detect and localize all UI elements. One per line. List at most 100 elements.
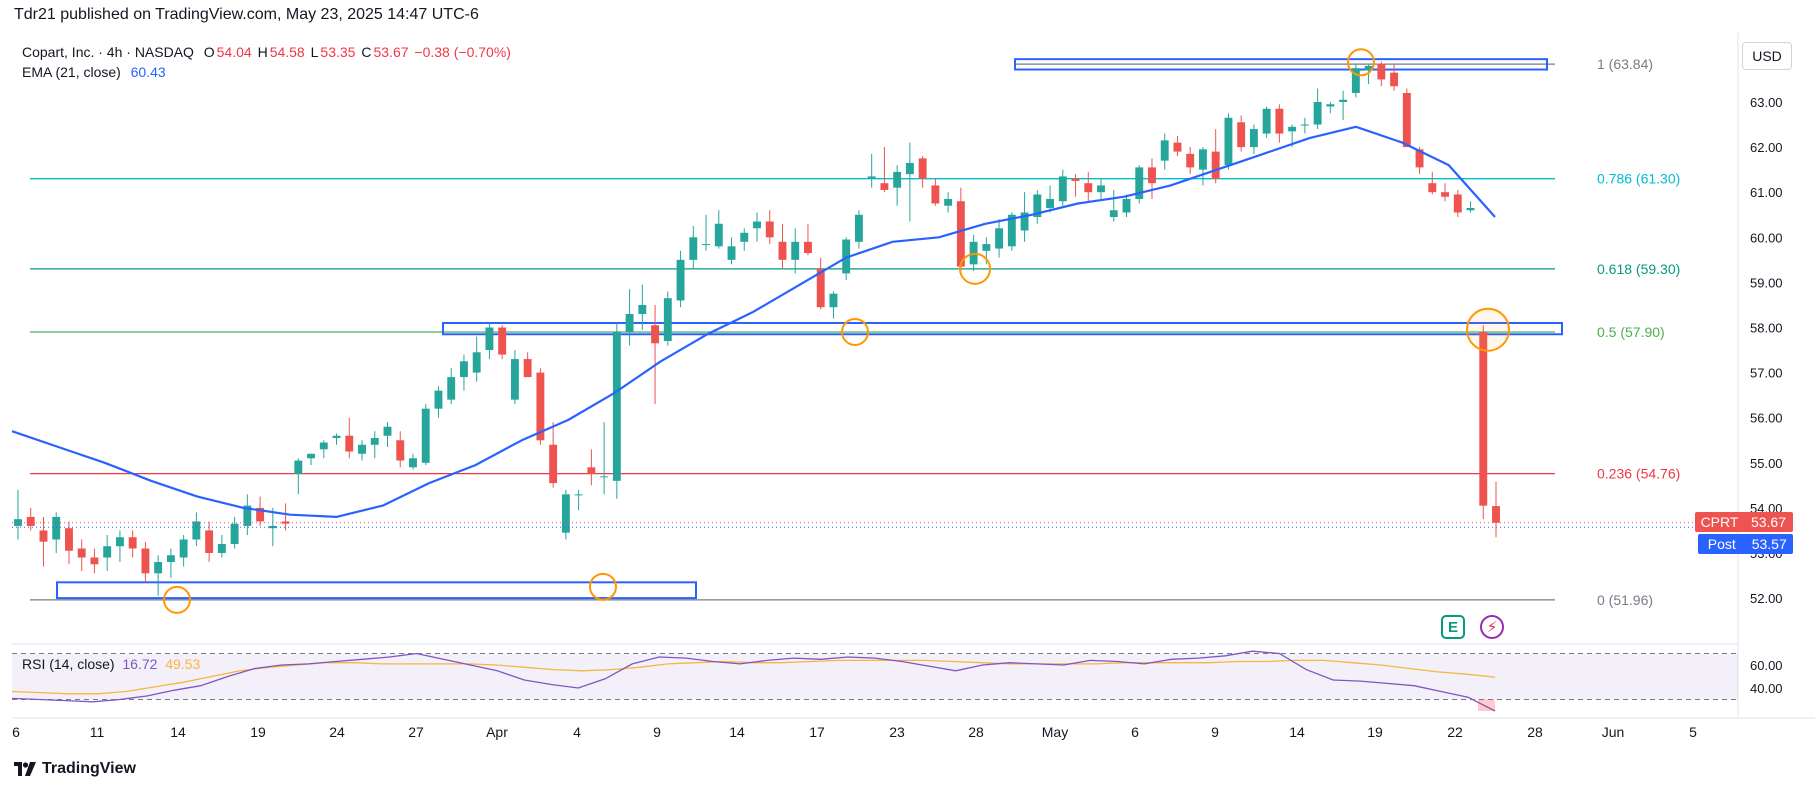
earnings-icon[interactable]: E <box>1441 615 1465 639</box>
price-tag-value: 53.67 <box>1750 514 1787 530</box>
rsi-y-tick-label: 60.00 <box>1750 658 1783 673</box>
candle-body <box>1492 506 1500 523</box>
candle-body <box>103 546 112 558</box>
x-tick-label: 19 <box>250 724 266 740</box>
candle-body <box>383 426 392 436</box>
rsi-y-tick-label: 40.00 <box>1750 681 1783 696</box>
candle-body <box>498 327 507 355</box>
x-tick-label: 27 <box>408 724 424 740</box>
candle-body <box>281 521 290 524</box>
high-value: 54.58 <box>269 44 305 60</box>
candle-body <box>676 259 685 301</box>
rsi-label: RSI (14, close) <box>22 656 115 672</box>
candle-body <box>128 537 137 549</box>
candle-body <box>370 437 379 445</box>
candle-body <box>651 325 660 344</box>
candle-body <box>294 460 303 475</box>
price-tag-ticker: CPRT <box>1700 514 1739 530</box>
candle-body <box>1288 126 1297 132</box>
candle-body <box>115 537 124 547</box>
candle-body <box>995 228 1004 249</box>
candle-body <box>1198 149 1207 170</box>
candle-body <box>702 244 710 246</box>
candle-body <box>791 241 800 260</box>
x-tick-label: 28 <box>968 724 984 740</box>
ema-label: EMA (21, close) <box>22 64 121 80</box>
rsi-legend: RSI (14, close) 16.72 49.53 <box>22 656 200 672</box>
highlight-circle <box>163 585 191 614</box>
candle-body <box>536 372 545 441</box>
candle-body <box>154 562 163 574</box>
candle-body <box>1160 140 1169 161</box>
fib-level-label: 0.236 (54.76) <box>1597 466 1680 482</box>
candle-body <box>612 332 621 481</box>
dividends-icon[interactable]: ⚡ <box>1480 615 1504 639</box>
x-tick-label: 14 <box>170 724 186 740</box>
high-label: H <box>257 44 268 60</box>
candle-body <box>689 237 698 260</box>
candle-body <box>931 185 940 204</box>
candle-body <box>166 555 175 563</box>
candle-body <box>1020 212 1029 231</box>
close-value: 53.67 <box>373 44 409 60</box>
fib-level-label: 0.618 (59.30) <box>1597 261 1680 277</box>
candle-body <box>625 313 634 333</box>
candle-body <box>90 557 99 565</box>
open-label: O <box>203 44 215 60</box>
x-tick-label: 17 <box>809 724 825 740</box>
candle-body <box>1441 192 1449 197</box>
highlight-circle <box>1466 307 1510 352</box>
x-tick-label: 28 <box>1527 724 1543 740</box>
x-tick-label: 9 <box>1211 724 1219 740</box>
axes: 63.00 62.00 61.00 60.00 59.00 58.00 57.00 56.00… <box>12 95 1782 740</box>
y-tick-label: 63.00 <box>1750 95 1783 110</box>
ema-line <box>11 125 1496 518</box>
rsi-band-fill <box>12 653 1738 700</box>
y-tick-label: 62.00 <box>1750 140 1783 155</box>
candle-body <box>1122 198 1131 213</box>
highlight-circle <box>589 572 617 601</box>
candle-body <box>1135 167 1144 199</box>
y-tick-label: 56.00 <box>1750 411 1783 426</box>
chart-grid <box>12 32 1815 719</box>
candle-body <box>510 359 519 400</box>
x-tick-label: 23 <box>889 724 905 740</box>
open-value: 54.04 <box>216 44 252 60</box>
x-tick-label: 24 <box>329 724 345 740</box>
publisher-header: Tdr21 published on TradingView.com, May … <box>14 6 479 23</box>
candle-body <box>523 359 532 378</box>
candle-body <box>459 361 468 378</box>
x-tick-label: 19 <box>1367 724 1383 740</box>
footer-brand[interactable]: TradingView <box>42 760 136 777</box>
candle-body <box>1224 117 1233 166</box>
candle-body <box>587 467 596 475</box>
candle-body <box>358 444 366 454</box>
candle-body <box>1326 104 1335 107</box>
post-value: 53.57 <box>1751 536 1787 552</box>
candle-body <box>1211 151 1220 179</box>
candle-body <box>1453 194 1462 213</box>
y-tick-label: 58.00 <box>1750 321 1783 336</box>
currency-button[interactable]: USD <box>1742 42 1792 70</box>
candle-body <box>956 201 965 267</box>
candle-body <box>77 548 86 558</box>
x-tick-label: 11 <box>90 724 105 740</box>
candle-body <box>1109 210 1118 218</box>
symbol-legend: Copart, Inc. · 4h · NASDAQ O 54.04 H 54.58… <box>22 44 513 60</box>
rsi-oversold-fill <box>1478 699 1495 711</box>
candle-body <box>192 521 201 540</box>
candle-body <box>740 232 749 242</box>
x-tick-label: 14 <box>729 724 745 740</box>
candle-body <box>1339 99 1348 102</box>
candle-body <box>804 241 812 254</box>
candle-body <box>434 390 443 409</box>
x-tick-label: 14 <box>1289 724 1305 740</box>
candle-body <box>1046 198 1055 208</box>
candle-body <box>1390 72 1399 87</box>
candle-body <box>472 352 481 373</box>
candle-body <box>816 268 825 308</box>
candle-body <box>854 214 863 242</box>
candle-body <box>1173 142 1182 152</box>
candle-body <box>944 198 953 206</box>
